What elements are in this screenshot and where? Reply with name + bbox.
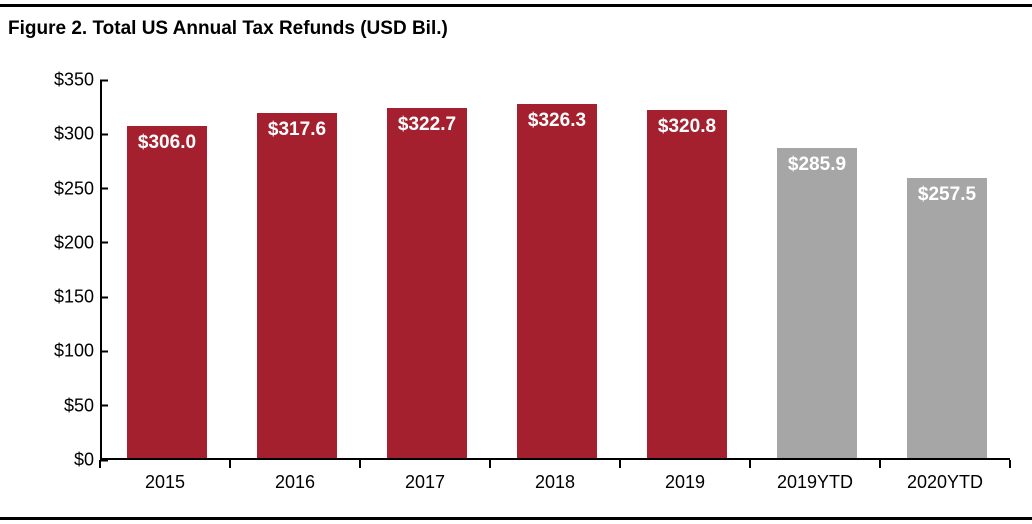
- bar: $320.8: [647, 110, 728, 458]
- bar: $322.7: [387, 108, 468, 458]
- y-tick-label: $200: [30, 232, 100, 253]
- x-tick-mark: [99, 460, 101, 468]
- bar-value-label: $285.9: [777, 154, 858, 176]
- y-tick-label: $150: [30, 287, 100, 308]
- top-border-rule: [0, 4, 1032, 7]
- y-tick-label: $350: [30, 70, 100, 91]
- x-axis-label: 2016: [275, 472, 315, 493]
- bar: $257.5: [907, 178, 988, 458]
- y-tick-label: $50: [30, 395, 100, 416]
- bar-value-label: $257.5: [907, 184, 988, 206]
- x-axis-label: 2020YTD: [907, 472, 983, 493]
- bottom-border-rule: [0, 517, 1032, 520]
- bar-value-label: $322.7: [387, 114, 468, 136]
- bar-value-label: $317.6: [257, 119, 338, 141]
- bar: $326.3: [517, 104, 598, 458]
- y-tick-label: $0: [30, 450, 100, 471]
- x-tick-mark: [749, 460, 751, 468]
- bar-value-label: $306.0: [127, 132, 208, 154]
- x-tick-mark: [619, 460, 621, 468]
- x-axis-label: 2018: [535, 472, 575, 493]
- x-tick-mark: [1009, 460, 1011, 468]
- x-tick-mark: [879, 460, 881, 468]
- y-tick-label: $300: [30, 124, 100, 145]
- bar: $317.6: [257, 113, 338, 458]
- bar: $306.0: [127, 126, 208, 458]
- x-axis-label: 2019: [665, 472, 705, 493]
- x-tick-mark: [359, 460, 361, 468]
- x-tick-mark: [489, 460, 491, 468]
- x-axis-label: 2019YTD: [777, 472, 853, 493]
- plot-area: $306.0 $317.6 $322.7 $326.3 $320.8 $285.9 $257…: [100, 80, 1010, 460]
- x-axis-label: 2015: [145, 472, 185, 493]
- x-axis-label: 2017: [405, 472, 445, 493]
- bar: $285.9: [777, 148, 858, 458]
- chart-title: Figure 2. Total US Annual Tax Refunds (U…: [8, 18, 448, 40]
- y-tick-label: $250: [30, 178, 100, 199]
- bar-value-label: $326.3: [517, 110, 598, 132]
- y-tick-label: $100: [30, 341, 100, 362]
- figure-container: Figure 2. Total US Annual Tax Refunds (U…: [0, 0, 1032, 524]
- bar-value-label: $320.8: [647, 116, 728, 138]
- x-tick-mark: [229, 460, 231, 468]
- chart-area: $306.0 $317.6 $322.7 $326.3 $320.8 $285.9 $257…: [30, 70, 1020, 500]
